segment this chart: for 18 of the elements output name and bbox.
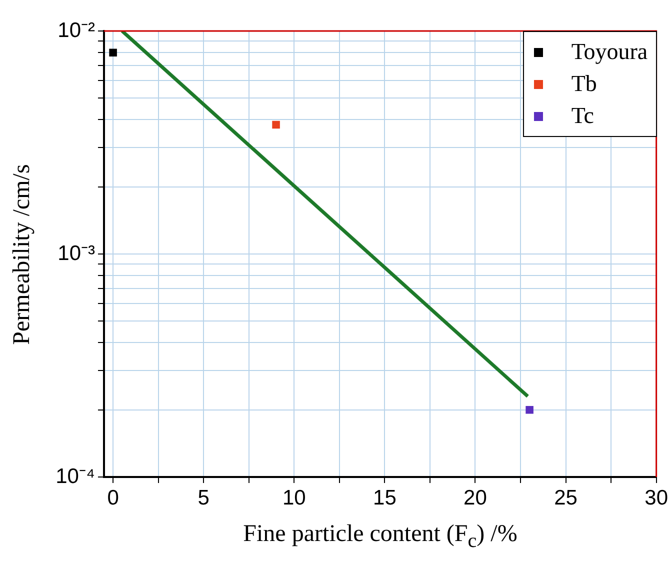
point <box>272 120 280 129</box>
x-tick-label: 25 <box>554 486 578 510</box>
point <box>109 48 117 56</box>
x-tick-label: 5 <box>198 486 210 510</box>
x-tick-label: 15 <box>373 486 396 510</box>
y-tick-label: 10⁻³ <box>58 242 95 265</box>
x-tick-label: 10 <box>282 486 306 510</box>
x-tick-label: 30 <box>644 486 668 510</box>
x-axis-title: Fine particle content (F$_{c}$) /% <box>243 521 518 553</box>
y-tick-label: 10⁻² <box>58 18 95 42</box>
y-axis-title: Permeability /cm/s <box>8 164 36 344</box>
legend-label: Toyoura <box>571 39 648 65</box>
legend-label: Tc <box>571 103 594 129</box>
x-tick-label: 0 <box>107 486 119 510</box>
x-tick-label: 20 <box>464 486 487 510</box>
legend-label: Tb <box>571 71 597 97</box>
y-tick-label: 10⁻⁴ <box>56 464 95 488</box>
point <box>526 406 534 414</box>
